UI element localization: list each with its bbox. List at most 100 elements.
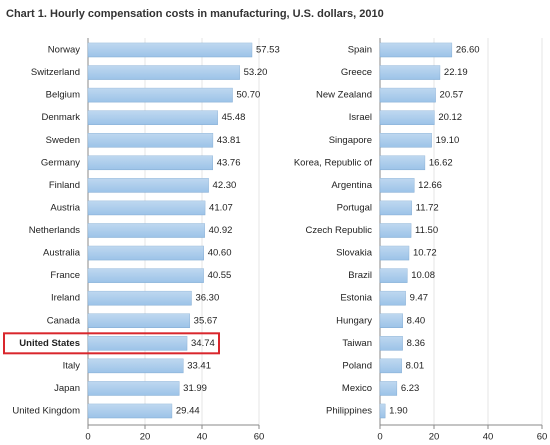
bar-shine (380, 65, 440, 80)
category-label: Korea, Republic of (294, 157, 373, 168)
x-tick-label: 40 (197, 432, 208, 443)
bar-shine (380, 336, 403, 351)
value-label: 50.70 (236, 90, 260, 101)
value-label: 57.53 (256, 45, 280, 56)
bar-shine (380, 268, 408, 283)
category-label: Netherlands (29, 225, 80, 236)
category-label: France (50, 270, 80, 281)
bar-shine (88, 291, 192, 306)
category-label: Hungary (336, 315, 372, 326)
value-label: 43.76 (217, 157, 241, 168)
category-label: Mexico (342, 383, 372, 394)
bar-shine (88, 65, 240, 80)
value-label: 11.72 (416, 202, 439, 213)
category-label: Ireland (51, 293, 80, 304)
value-label: 34.74 (191, 338, 215, 349)
highlight-box (3, 332, 220, 355)
category-label: Austria (50, 202, 80, 213)
value-label: 40.55 (208, 270, 232, 281)
category-label: Philippines (326, 406, 372, 417)
bar-shine (380, 358, 402, 373)
value-label: 19.10 (436, 135, 460, 146)
bar-shine (88, 246, 204, 261)
bar-shine (88, 358, 184, 373)
category-label: Czech Republic (305, 225, 372, 236)
category-label: Italy (63, 360, 81, 371)
category-label: Norway (48, 45, 80, 56)
category-label: Finland (49, 180, 80, 191)
bar-shine (380, 223, 412, 238)
x-tick-label: 20 (429, 432, 440, 443)
category-label: Sweden (46, 135, 80, 146)
category-label: Argentina (331, 180, 372, 191)
bar-shine (88, 88, 233, 103)
bar-shine (380, 133, 432, 148)
value-label: 16.62 (429, 157, 453, 168)
value-label: 8.01 (406, 360, 425, 371)
category-label: Singapore (329, 135, 372, 146)
category-label: Canada (47, 315, 81, 326)
chart-title: Chart 1. Hourly compensation costs in ma… (6, 8, 384, 20)
value-label: 6.23 (401, 383, 420, 394)
category-label: Greece (341, 67, 372, 78)
value-label: 10.08 (411, 270, 435, 281)
x-tick-label: 60 (254, 432, 265, 443)
bar-shine (88, 155, 213, 170)
bar-shine (88, 313, 190, 328)
value-label: 33.41 (187, 360, 211, 371)
value-label: 41.07 (209, 202, 233, 213)
value-label: 11.50 (415, 225, 438, 236)
value-label: 40.60 (208, 248, 232, 259)
category-label: United States (19, 338, 80, 349)
bar-shine (380, 200, 412, 215)
bar-shine (88, 133, 213, 148)
category-label: Estonia (340, 293, 372, 304)
x-tick-label: 40 (483, 432, 494, 443)
bar-shine (88, 223, 205, 238)
bar-shine (380, 178, 415, 193)
bar-shine (380, 246, 409, 261)
bar-shine (88, 404, 172, 418)
value-label: 31.99 (183, 383, 207, 394)
value-label: 42.30 (213, 180, 237, 191)
x-tick-label: 0 (377, 432, 382, 443)
category-label: Australia (43, 248, 81, 259)
category-label: Denmark (41, 112, 80, 123)
category-label: Poland (342, 360, 372, 371)
category-label: New Zealand (316, 90, 372, 101)
category-label: Spain (348, 45, 372, 56)
value-label: 8.40 (407, 315, 426, 326)
value-label: 9.47 (410, 293, 429, 304)
value-label: 36.30 (195, 293, 219, 304)
value-label: 53.20 (244, 67, 268, 78)
bar-shine (88, 381, 180, 396)
value-label: 45.48 (222, 112, 246, 123)
category-label: Taiwan (342, 338, 372, 349)
value-label: 1.90 (389, 406, 408, 417)
value-label: 40.92 (209, 225, 233, 236)
value-label: 35.67 (194, 315, 218, 326)
category-label: Belgium (46, 90, 80, 101)
value-label: 20.57 (440, 90, 464, 101)
bar-shine (88, 200, 206, 215)
bar-shine (380, 404, 386, 418)
category-label: Slovakia (336, 248, 373, 259)
x-tick-label: 0 (85, 432, 90, 443)
value-label: 10.72 (413, 248, 437, 259)
value-label: 29.44 (176, 406, 200, 417)
category-label: United Kingdom (12, 406, 80, 417)
value-label: 12.66 (418, 180, 442, 191)
bar-shine (88, 110, 218, 125)
value-label: 20.12 (438, 112, 462, 123)
value-label: 22.19 (444, 67, 468, 78)
value-label: 26.60 (456, 45, 480, 56)
category-label: Portugal (337, 202, 372, 213)
bar-shine (88, 336, 188, 351)
value-label: 43.81 (217, 135, 241, 146)
bar-shine (380, 88, 436, 103)
bar-shine (380, 43, 452, 57)
bar-shine (88, 268, 204, 283)
category-label: Brazil (348, 270, 372, 281)
bar-shine (380, 381, 397, 396)
